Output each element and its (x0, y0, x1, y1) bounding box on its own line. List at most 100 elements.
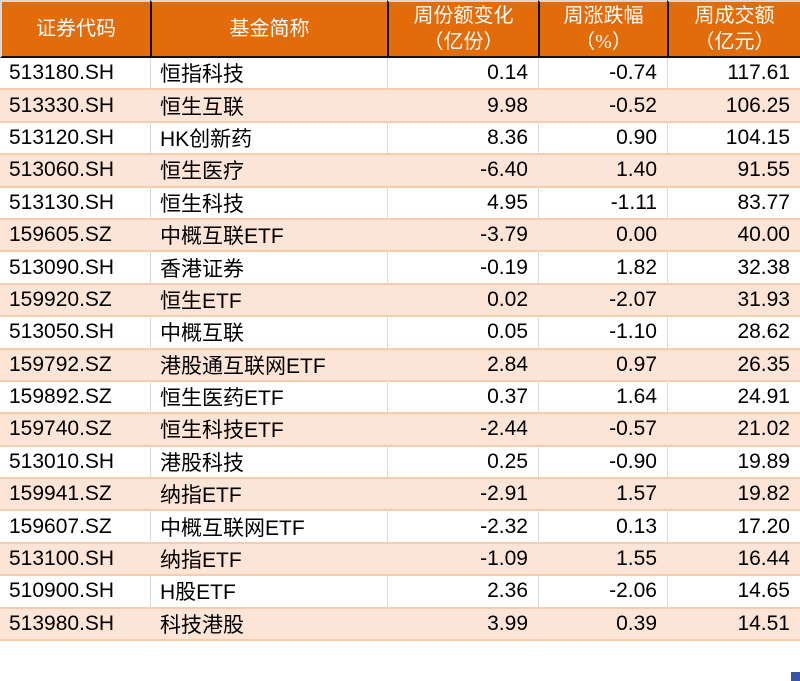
cell-code[interactable]: 513090.SH (0, 252, 150, 285)
cell-pct-change[interactable]: 1.40 (538, 155, 667, 188)
cell-fund-name[interactable]: 纳指ETF (150, 479, 387, 512)
cell-share-change[interactable]: -6.40 (387, 155, 538, 188)
cell-fund-name[interactable]: 港股科技 (150, 446, 387, 480)
cell-code[interactable]: 513120.SH (0, 123, 150, 156)
cell-turnover[interactable]: 21.02 (667, 414, 800, 447)
cell-fund-name[interactable]: 中概互联ETF (150, 220, 387, 253)
cell-code[interactable]: 513330.SH (0, 90, 150, 123)
cell-turnover[interactable]: 26.35 (667, 350, 800, 382)
cell-turnover[interactable]: 40.00 (667, 220, 800, 253)
cell-turnover[interactable]: 14.65 (667, 576, 800, 609)
cell-share-change[interactable]: 9.98 (387, 90, 538, 123)
cell-share-change[interactable]: 2.36 (387, 576, 538, 609)
cell-code[interactable]: 513180.SH (0, 58, 150, 91)
cell-share-change[interactable]: -1.09 (387, 544, 538, 577)
cell-pct-change[interactable]: 1.64 (538, 381, 667, 415)
fund-flow-table: 证券代码 基金简称 周份额变化 （亿份） 周涨跌幅 （%） 周成交额 （亿元） … (0, 0, 800, 642)
cell-turnover[interactable]: 32.38 (667, 252, 800, 285)
cell-code[interactable]: 513980.SH (0, 609, 150, 642)
cell-pct-change[interactable]: 1.55 (538, 544, 667, 577)
cell-pct-change[interactable]: -2.07 (538, 285, 667, 318)
cell-code[interactable]: 159792.SZ (0, 350, 150, 382)
cell-share-change[interactable]: 0.14 (387, 58, 538, 91)
cell-code[interactable]: 510900.SH (0, 576, 150, 609)
cell-pct-change[interactable]: 0.00 (538, 220, 667, 253)
cell-fund-name[interactable]: 中概互联 (150, 317, 387, 350)
cell-fund-name[interactable]: 恒生互联 (150, 90, 387, 123)
cell-fund-name[interactable]: 港股通互联网ETF (150, 350, 387, 382)
cell-turnover[interactable]: 117.61 (667, 58, 800, 91)
cell-fund-name[interactable]: 恒生医疗 (150, 155, 387, 188)
cell-code[interactable]: 513060.SH (0, 155, 150, 188)
cell-code[interactable]: 513050.SH (0, 317, 150, 350)
cell-pct-change[interactable]: 0.97 (538, 350, 667, 382)
cell-turnover[interactable]: 14.51 (667, 609, 800, 642)
column-header-pct-change: 周涨跌幅 （%） (538, 0, 667, 58)
cell-code[interactable]: 513010.SH (0, 447, 150, 480)
cell-fund-name[interactable]: 纳指ETF (150, 544, 387, 577)
cell-pct-change[interactable]: -0.90 (538, 446, 667, 480)
cell-turnover[interactable]: 17.20 (667, 511, 800, 544)
cell-pct-change[interactable]: 0.39 (538, 609, 667, 642)
cell-share-change[interactable]: 0.37 (387, 381, 538, 415)
column-header-turnover: 周成交额 （亿元） (667, 0, 800, 58)
cell-fund-name[interactable]: 中概互联网ETF (150, 511, 387, 544)
cell-code[interactable]: 159740.SZ (0, 414, 150, 447)
cell-code[interactable]: 159920.SZ (0, 285, 150, 318)
cell-pct-change[interactable]: 0.13 (538, 511, 667, 544)
column-header-share-change: 周份额变化 （亿份） (387, 0, 538, 58)
cell-share-change[interactable]: 0.05 (387, 317, 538, 350)
cell-turnover[interactable]: 106.25 (667, 90, 800, 123)
cell-share-change[interactable]: -2.44 (387, 414, 538, 447)
cell-fund-name[interactable]: 恒生科技 (150, 187, 387, 220)
cell-turnover[interactable]: 19.89 (667, 446, 800, 480)
cell-pct-change[interactable]: -1.11 (538, 187, 667, 220)
cell-share-change[interactable]: 4.95 (387, 187, 538, 220)
cell-fund-name[interactable]: 恒生医药ETF (150, 381, 387, 415)
cell-code[interactable]: 513100.SH (0, 544, 150, 577)
cell-fund-name[interactable]: H股ETF (150, 576, 387, 609)
cell-turnover[interactable]: 28.62 (667, 317, 800, 350)
cell-fund-name[interactable]: 恒指科技 (150, 58, 387, 91)
cell-turnover[interactable]: 104.15 (667, 122, 800, 156)
cell-pct-change[interactable]: 1.57 (538, 479, 667, 512)
cell-turnover[interactable]: 83.77 (667, 187, 800, 220)
cell-code[interactable]: 159941.SZ (0, 479, 150, 512)
cell-fund-name[interactable]: HK创新药 (150, 122, 387, 156)
cell-turnover[interactable]: 31.93 (667, 285, 800, 318)
cell-pct-change[interactable]: -0.52 (538, 90, 667, 123)
cell-turnover[interactable]: 91.55 (667, 155, 800, 188)
cell-pct-change[interactable]: 1.82 (538, 252, 667, 285)
table-row: 159607.SZ 中概互联网ETF -2.32 0.13 17.20 (0, 511, 800, 544)
table-body: 513180.SH 恒指科技 0.14 -0.74 117.61 513330.SH 恒生互… (0, 58, 800, 642)
cell-pct-change[interactable]: -0.74 (538, 58, 667, 91)
cell-share-change[interactable]: -0.19 (387, 252, 538, 285)
cell-share-change[interactable]: 8.36 (387, 122, 538, 156)
table-row: 159941.SZ 纳指ETF -2.91 1.57 19.82 (0, 479, 800, 512)
cell-share-change[interactable]: -2.91 (387, 479, 538, 512)
cell-pct-change[interactable]: -1.10 (538, 317, 667, 350)
cell-turnover[interactable]: 16.44 (667, 544, 800, 577)
cell-pct-change[interactable]: -2.06 (538, 576, 667, 609)
cell-code[interactable]: 159605.SZ (0, 220, 150, 253)
selection-fill-handle[interactable] (789, 670, 800, 681)
cell-pct-change[interactable]: -0.57 (538, 414, 667, 447)
cell-share-change[interactable]: 0.02 (387, 285, 538, 318)
cell-code[interactable]: 513130.SH (0, 188, 150, 220)
cell-share-change[interactable]: 0.25 (387, 446, 538, 480)
cell-share-change[interactable]: 3.99 (387, 609, 538, 642)
cell-code[interactable]: 159607.SZ (0, 511, 150, 544)
cell-fund-name[interactable]: 科技港股 (150, 609, 387, 642)
cell-share-change[interactable]: -3.79 (387, 220, 538, 253)
cell-fund-name[interactable]: 恒生科技ETF (150, 414, 387, 447)
table-row: 513060.SH 恒生医疗 -6.40 1.40 91.55 (0, 155, 800, 188)
cell-code[interactable]: 159892.SZ (0, 382, 150, 415)
cell-fund-name[interactable]: 恒生ETF (150, 285, 387, 318)
cell-share-change[interactable]: -2.32 (387, 511, 538, 544)
cell-pct-change[interactable]: 0.90 (538, 122, 667, 156)
cell-share-change[interactable]: 2.84 (387, 350, 538, 382)
cell-turnover[interactable]: 19.82 (667, 479, 800, 512)
cell-fund-name[interactable]: 香港证券 (150, 252, 387, 285)
table-row: 513100.SH 纳指ETF -1.09 1.55 16.44 (0, 543, 800, 577)
cell-turnover[interactable]: 24.91 (667, 381, 800, 415)
